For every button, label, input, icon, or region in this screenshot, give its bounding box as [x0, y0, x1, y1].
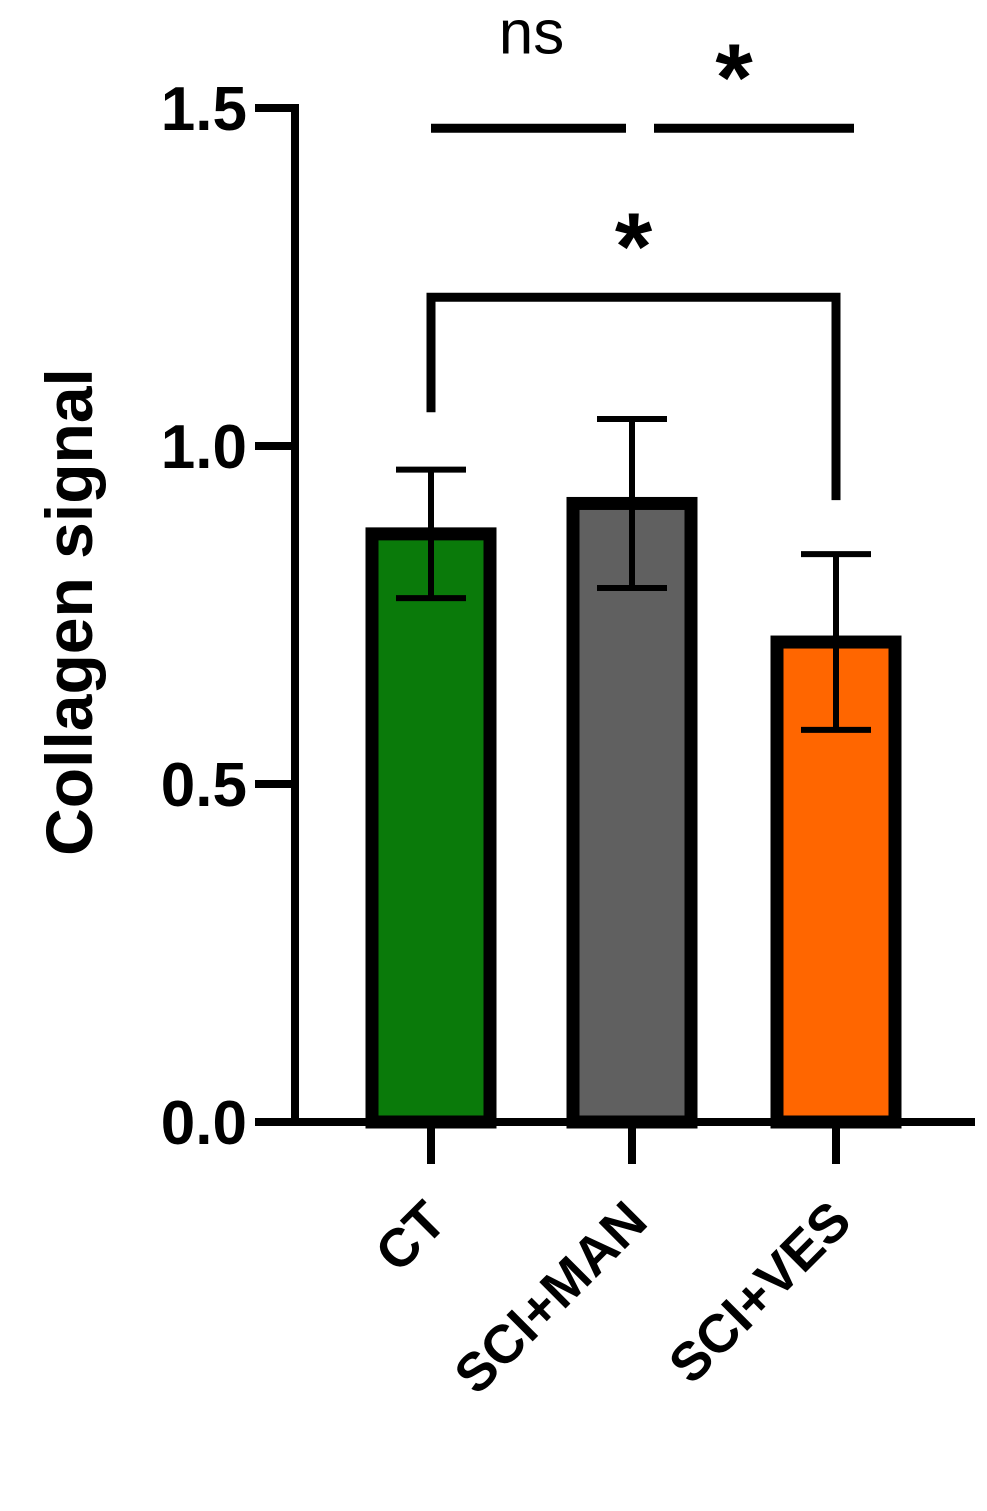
y-ticks-layer: 0.0 0.5 1.0 1.5 — [161, 75, 295, 1158]
y-tick-label: 0.5 — [161, 751, 247, 820]
y-tick-label: 1.0 — [161, 413, 247, 482]
x-tick-label: CT — [364, 1190, 457, 1283]
significance-star: * — [715, 24, 753, 131]
x-tick-label: SCI+MAN — [443, 1190, 658, 1405]
bar-sci-man — [566, 496, 698, 1129]
y-axis-title: Collagen signal — [32, 368, 106, 856]
error-bars-layer — [396, 415, 871, 733]
bar-ct — [365, 527, 497, 1129]
significance-star: * — [615, 193, 653, 300]
significance-ns: ns — [499, 0, 564, 67]
y-tick-label: 1.5 — [161, 75, 247, 144]
x-tick-label: SCI+VES — [658, 1190, 863, 1395]
y-tick-label: 0.0 — [161, 1089, 247, 1158]
significance-bracket — [426, 292, 841, 501]
significance-layer: ns * * — [426, 0, 854, 501]
